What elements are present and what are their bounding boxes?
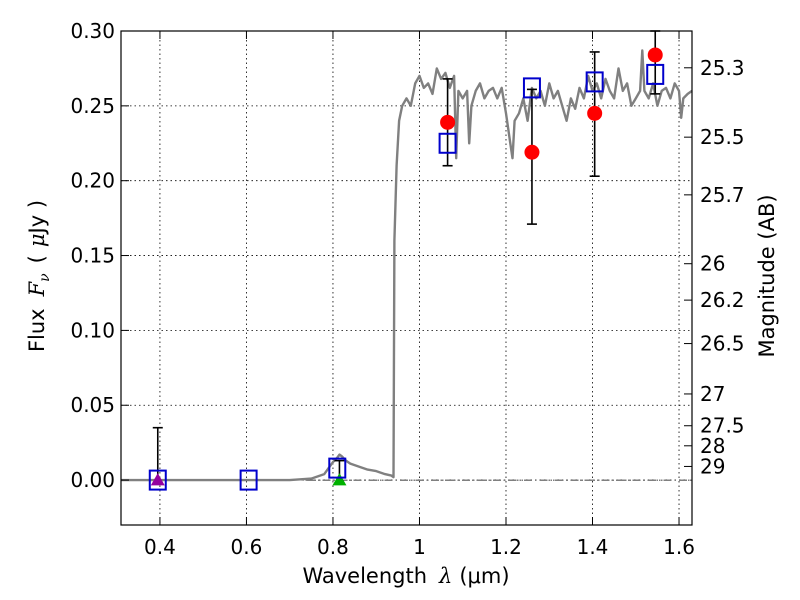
magnitude-tick-label: 26	[700, 252, 725, 276]
x-tick-label: 1.4	[577, 535, 609, 559]
x-tick-labels: 0.4 0.6 0.8 1 1.2 1.4 1.6	[144, 535, 695, 559]
magnitude-tick-label: 25.5	[700, 125, 745, 149]
x-axis-title: Wavelength λ (μm)	[302, 564, 509, 588]
x-tick-label: 1.6	[663, 535, 695, 559]
y-tick-label: 0.15	[70, 244, 115, 268]
x-tick-label: 1	[413, 535, 426, 559]
y-tick-label: 0.30	[70, 19, 115, 43]
y-tick-label: 0.25	[70, 94, 115, 118]
model-photometry-square	[239, 469, 258, 491]
magnitude-tick-label: 25.3	[700, 56, 745, 80]
x-tick-label: 0.6	[231, 535, 263, 559]
upper-limit-triangle	[332, 473, 347, 486]
observed-point	[524, 144, 540, 160]
x-tick-label: 0.4	[144, 535, 176, 559]
grid	[121, 30, 692, 525]
observed-point	[647, 47, 663, 63]
observed-point	[440, 114, 456, 130]
magnitude-axis-title: Magnitude (AB)	[755, 194, 779, 357]
model-photometry-square	[646, 63, 665, 85]
y-tick-label: 0.10	[70, 318, 115, 342]
upper-limit-triangle	[150, 473, 165, 486]
upper-limit-markers	[150, 473, 347, 486]
y-tick-label: 0.20	[70, 169, 115, 193]
magnitude-tick-label: 25.7	[700, 183, 745, 207]
y-tick-label: 0.00	[70, 468, 115, 492]
model-photometry-square	[522, 77, 541, 99]
plot-frame	[120, 30, 693, 526]
model-photometry-square	[328, 457, 347, 479]
model-photometry-squares	[148, 63, 665, 491]
magnitude-tick-label: 29	[700, 454, 725, 478]
model-photometry-square	[585, 71, 604, 93]
tick-marks	[121, 30, 692, 525]
model-sed-curve	[121, 49, 693, 482]
y-axis-title: FluxFν(μJy )	[25, 200, 53, 352]
model-photometry-square	[438, 132, 457, 154]
observed-point	[587, 105, 603, 121]
magnitude-tick-label: 26.5	[700, 332, 745, 356]
x-tick-label: 1.2	[490, 535, 522, 559]
magnitude-tick-label: 27.5	[700, 414, 745, 438]
x-tick-label: 0.8	[317, 535, 349, 559]
magnitude-tick-label: 27	[700, 382, 725, 406]
magnitude-tick-label: 28	[700, 434, 725, 458]
model-photometry-square	[148, 469, 167, 491]
magnitude-tick-label: 26.2	[700, 288, 745, 312]
observed-points	[440, 47, 663, 160]
model-sed-line	[121, 49, 693, 482]
y-tick-label: 0.05	[70, 393, 115, 417]
y-tick-labels: 0.00 0.05 0.10 0.15 0.20 0.25 0.30	[70, 19, 115, 492]
